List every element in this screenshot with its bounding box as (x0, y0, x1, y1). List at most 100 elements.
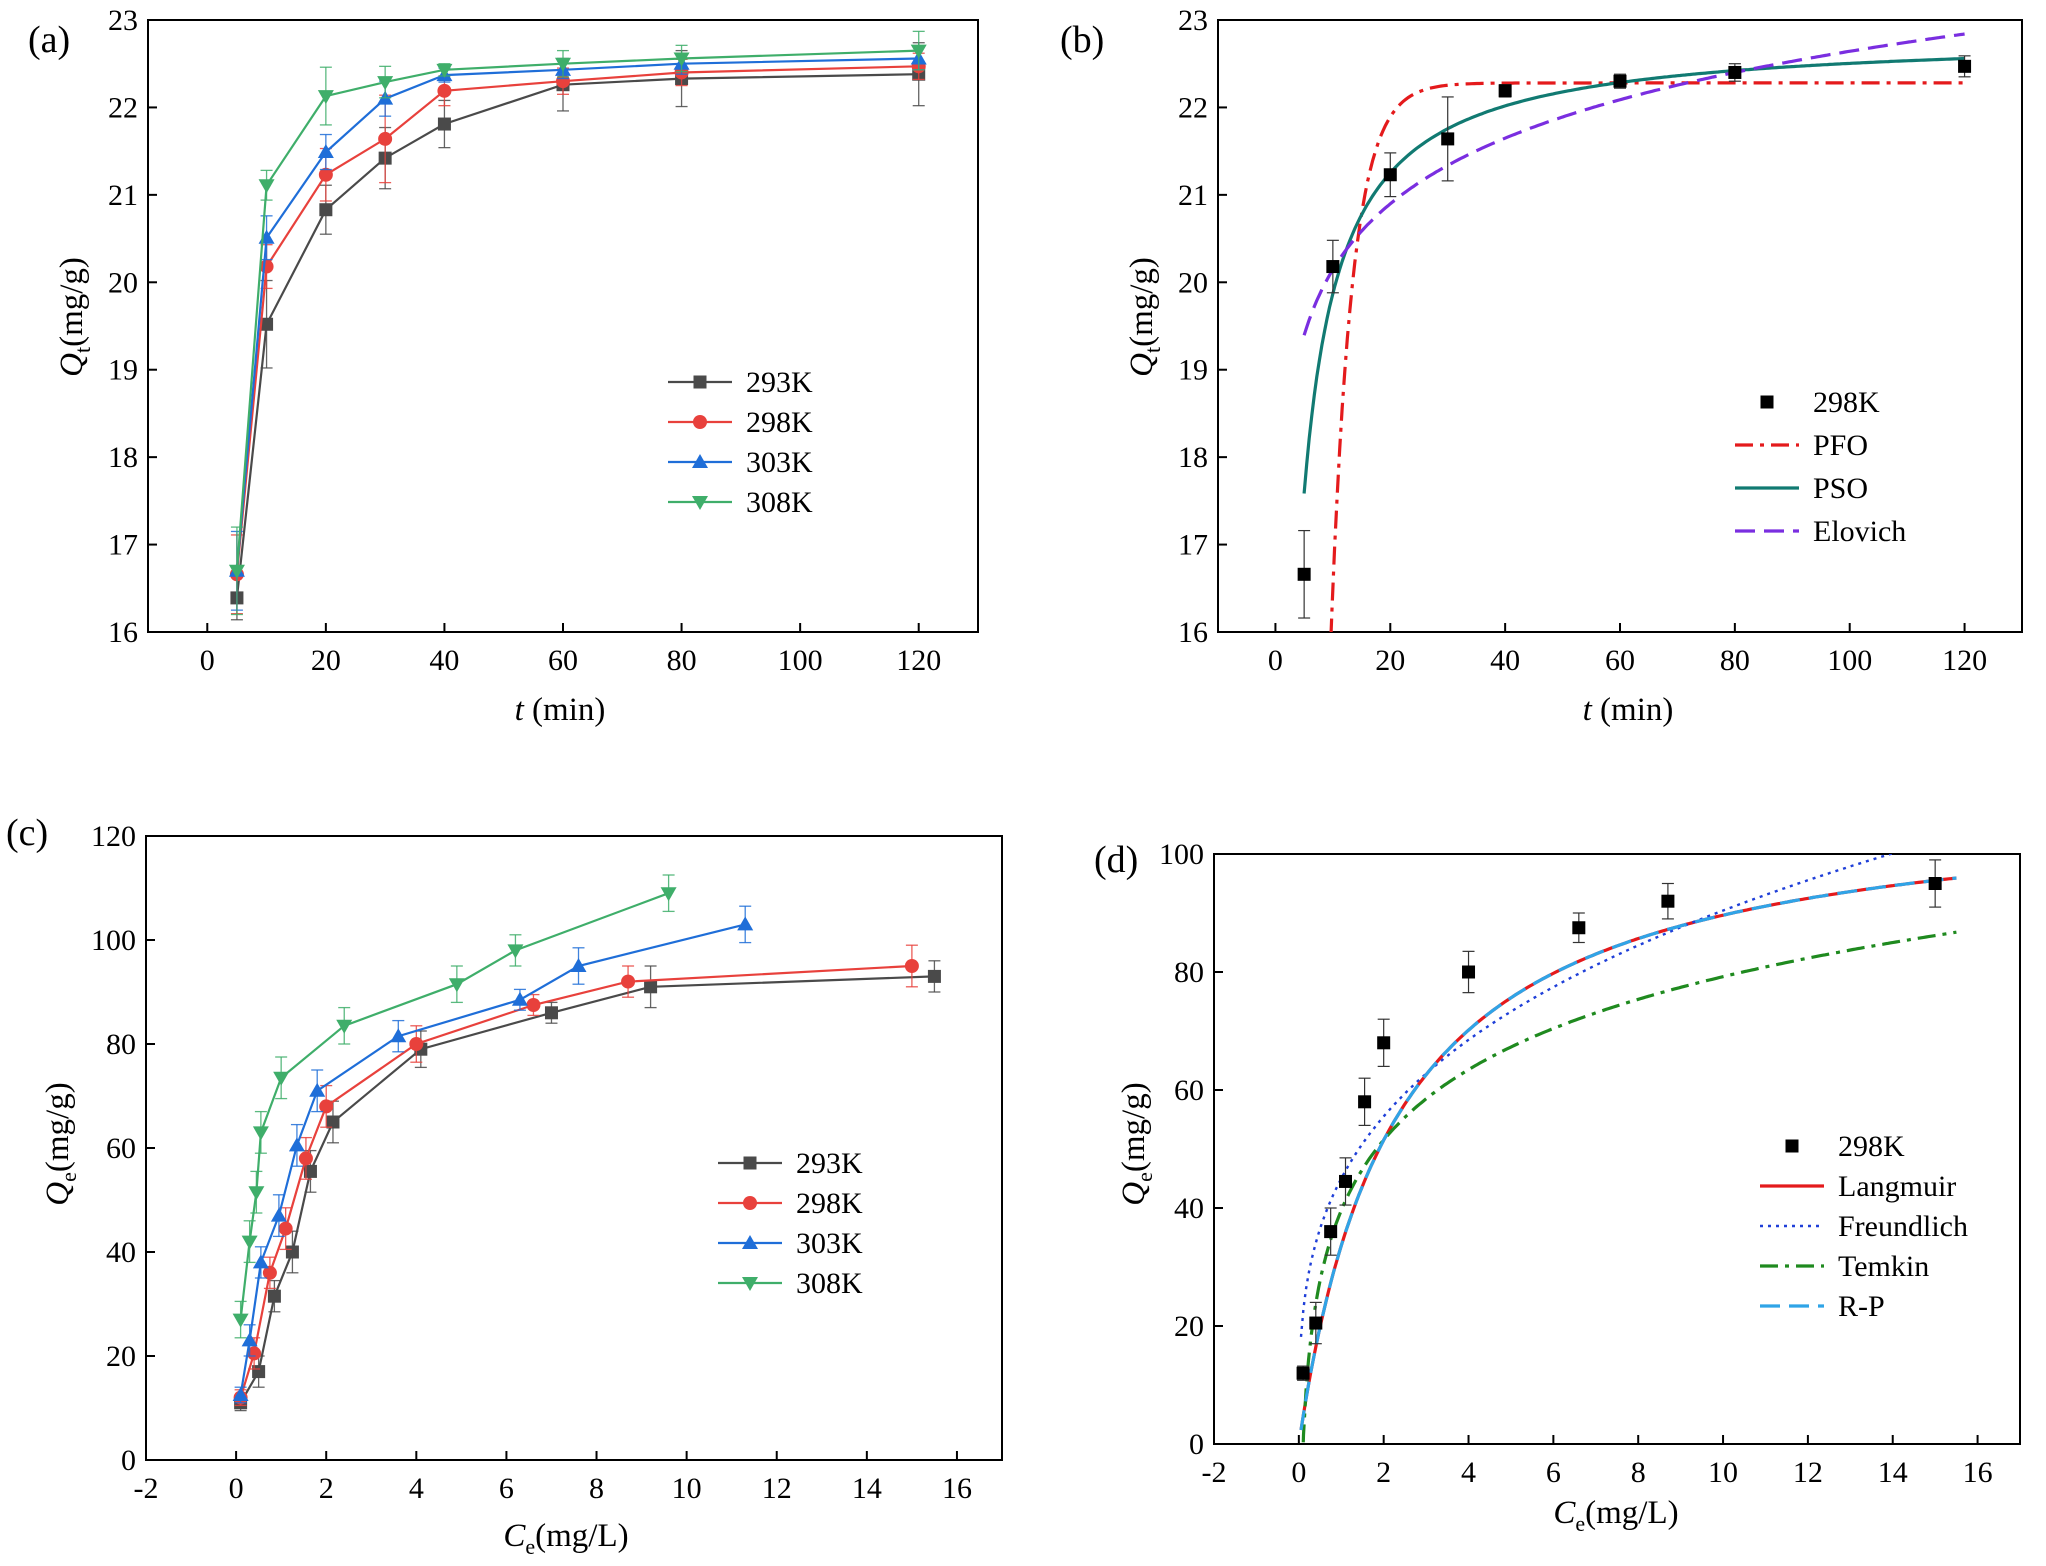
legend-label: 293K (746, 366, 813, 399)
panel-a-x-title: t (min) (515, 692, 606, 728)
data-point (267, 1289, 281, 1303)
series-line (235, 65, 919, 575)
legend-label: 308K (796, 1267, 863, 1300)
data-point (409, 1037, 424, 1051)
data-point (258, 229, 275, 244)
data-point (285, 1245, 299, 1259)
data-point (910, 44, 927, 59)
data-point (258, 179, 275, 194)
data-point (378, 131, 393, 146)
x-tick-label: -2 (134, 1472, 159, 1505)
y-tick-label: 19 (108, 354, 138, 387)
y-tick-label: 23 (108, 4, 138, 37)
data-point (319, 203, 333, 217)
x-tick-label: 16 (942, 1472, 972, 1505)
data-point (377, 76, 394, 91)
panel-c-x-title: Ce(mg/L) (503, 1518, 628, 1559)
legend-label: 293K (796, 1147, 863, 1180)
legend-marker (1760, 395, 1774, 409)
data-point (1297, 567, 1311, 581)
legend-marker (743, 1196, 757, 1210)
legend-label: 298K (1813, 386, 1880, 419)
legend-marker (742, 1277, 758, 1291)
y-tick-label: 0 (121, 1444, 136, 1477)
legend-label: Langmuir (1838, 1170, 1956, 1203)
data-point (511, 991, 528, 1006)
x-tick-label: 0 (1291, 1456, 1306, 1489)
series-line (239, 923, 746, 1396)
series-308K (228, 30, 927, 616)
x-tick-label: 8 (589, 1472, 604, 1505)
y-tick-label: 60 (106, 1132, 136, 1165)
x-tick-label: 100 (1827, 644, 1872, 677)
data-point (309, 1082, 326, 1097)
x-tick-label: 40 (1490, 644, 1520, 677)
y-tick-label: 17 (1178, 529, 1208, 562)
y-tick-label: 20 (1174, 1310, 1204, 1343)
data-point (1462, 965, 1476, 979)
y-tick-label: 19 (1178, 354, 1208, 387)
x-tick-label: 40 (429, 644, 459, 677)
data-point (1728, 65, 1742, 79)
data-point (241, 1235, 258, 1250)
series-298K (1296, 859, 1942, 1381)
legend-label: 308K (746, 486, 813, 519)
x-tick-label: 14 (1878, 1456, 1908, 1489)
data-point (544, 1006, 558, 1020)
data-point (248, 1186, 265, 1201)
fit-curve-Elovich (1302, 32, 1965, 336)
x-tick-label: 20 (311, 644, 341, 677)
panel-a-plot-area (228, 30, 927, 621)
panel-a-y-title: Qt(mg/g) (54, 257, 95, 377)
y-tick-label: 21 (1178, 179, 1208, 212)
data-point (436, 63, 453, 78)
data-point (336, 1019, 353, 1034)
x-tick-label: 0 (229, 1472, 244, 1505)
x-tick-label: 4 (1461, 1456, 1476, 1489)
y-tick-label: 80 (1174, 956, 1204, 989)
data-point (570, 958, 587, 972)
y-tick-label: 21 (108, 179, 138, 212)
data-point (252, 1126, 269, 1141)
data-point (317, 144, 334, 159)
data-point (1441, 132, 1455, 146)
legend-label: Temkin (1838, 1250, 1929, 1283)
series-303K (232, 905, 754, 1404)
x-tick-label: 0 (1268, 644, 1283, 677)
panel-d-label: (d) (1094, 839, 1138, 881)
data-point (232, 1313, 249, 1328)
data-point (270, 1207, 287, 1222)
legend-marker (692, 496, 708, 510)
y-tick-label: 20 (108, 266, 138, 299)
panel-c-y-ticks: 0 20 40 60 80 100 120 (91, 820, 155, 1477)
x-tick-label: 2 (319, 1472, 334, 1505)
x-tick-label: 120 (1942, 644, 1987, 677)
data-point (644, 980, 658, 994)
panel-d-axes-frame (1213, 853, 2021, 1445)
series-293K (230, 42, 926, 621)
fit-curve-PFO (1329, 81, 1965, 632)
data-point (1339, 1174, 1353, 1188)
data-point (318, 167, 333, 182)
data-point (1358, 1095, 1372, 1109)
data-point (927, 969, 941, 983)
data-point (1613, 74, 1627, 88)
data-point (252, 1254, 269, 1269)
data-point (228, 564, 245, 579)
x-tick-label: 2 (1376, 1456, 1391, 1489)
fit-curve-R-P (1299, 876, 1957, 1431)
panel-a-x-ticks: 0 20 40 60 80 100 120 (200, 623, 941, 677)
x-tick-label: 20 (1375, 644, 1405, 677)
y-tick-label: 40 (1174, 1192, 1204, 1225)
legend-label: 298K (746, 406, 813, 439)
legend-marker (742, 1235, 758, 1249)
x-tick-label: 80 (667, 644, 697, 677)
legend-label: 303K (796, 1227, 863, 1260)
data-point (904, 959, 919, 973)
x-tick-label: 4 (409, 1472, 424, 1505)
panel-a-y-ticks: 16 17 18 19 20 21 22 23 (108, 4, 157, 649)
legend-label: 298K (796, 1187, 863, 1220)
series-298K (1297, 55, 1972, 619)
series-298K (229, 52, 926, 615)
x-tick-label: 120 (896, 644, 941, 677)
